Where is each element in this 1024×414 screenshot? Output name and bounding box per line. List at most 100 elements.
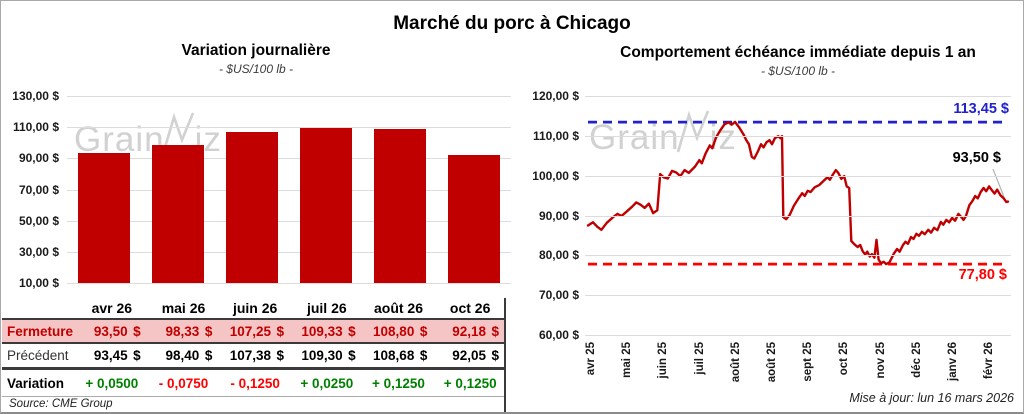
x-axis-tick-label: avr 25 <box>585 342 597 376</box>
variation-cell: + 0,0500 <box>85 375 139 391</box>
last-price-label: 93,50 $ <box>952 150 1001 166</box>
bar-août 26 <box>374 129 426 283</box>
price-value: 108,80 <box>373 323 415 339</box>
price-cell: 92,05 $ <box>434 348 506 363</box>
price-value: 109,33 <box>301 323 343 339</box>
gridline <box>67 189 511 191</box>
currency-sign: $ <box>491 323 499 339</box>
currency-sign: $ <box>204 323 213 339</box>
page-title: Marché du porc à Chicago <box>393 13 631 34</box>
gridline <box>585 96 1011 97</box>
currency-sign: $ <box>133 348 141 363</box>
x-axis-tick-label: juil 25 <box>693 342 706 375</box>
gridline <box>67 158 511 160</box>
bar-juil 26 <box>300 128 352 283</box>
price-cell: 109,30 $ <box>291 348 363 363</box>
y-axis-tick-label: 50,00 $ <box>18 213 59 228</box>
month-header: juin 26 <box>232 300 278 316</box>
gridline <box>67 283 511 284</box>
month-header: avr 26 <box>91 300 133 316</box>
price-value: 93,50 <box>93 323 128 339</box>
table-row-fermeture: Fermeture 93,50 $98,33 $107,25 $109,33 $108,8… <box>2 318 506 344</box>
gridline <box>585 295 1011 297</box>
currency-sign: $ <box>348 348 356 363</box>
row-label-precedent: Précédent <box>7 348 69 363</box>
x-axis-tick-label: août 25 <box>729 342 742 383</box>
y-axis-tick-label: 90,00 $ <box>18 151 59 166</box>
price-value: 92,18 <box>452 323 486 339</box>
x-axis-tick-label: juin 25 <box>657 342 670 379</box>
y-axis-tick-label: 130,00 $ <box>12 89 59 103</box>
variation-cell: + 0,1250 <box>443 375 497 391</box>
row-label-fermeture: Fermeture <box>7 323 74 339</box>
currency-sign: $ <box>276 348 284 363</box>
price-value: 107,25 <box>229 323 271 339</box>
price-cell: 98,33 $ <box>148 324 220 339</box>
y-axis-tick-label: 90,00 $ <box>538 208 579 223</box>
currency-sign: $ <box>491 348 499 363</box>
x-axis-tick-label: sept 25 <box>802 342 815 382</box>
price-value: 92,05 <box>452 348 486 363</box>
bar-chart-subtitle: - $US/100 lb - <box>218 62 294 76</box>
x-axis-tick-label: oct 25 <box>838 342 851 376</box>
price-cell: 108,68 $ <box>363 348 435 363</box>
currency-sign: $ <box>419 348 428 363</box>
month-header: août 26 <box>373 300 423 316</box>
price-cell: 109,33 $ <box>291 324 363 339</box>
price-table: avr 26 mai 26 juin 26 juil 26 août 26 oct 26 F… <box>2 298 506 397</box>
table-row-precedent: Précédent 93,45 $98,40 $107,38 $ 109,30 $108,6… <box>2 344 506 370</box>
currency-sign: $ <box>133 323 141 339</box>
x-axis-tick-label: févr 26 <box>983 342 995 380</box>
row-label-variation: Variation <box>7 375 65 391</box>
source-note: Source: CME Group <box>9 398 113 410</box>
price-cell: 98,40 $ <box>148 348 220 363</box>
gridline <box>585 255 1011 257</box>
x-axis-tick-label: janv 26 <box>946 342 959 381</box>
bar-juin 26 <box>226 131 278 283</box>
currency-sign: $ <box>419 323 428 339</box>
bar-mai 26 <box>152 145 204 283</box>
variation-cell: + 0,0250 <box>300 375 354 391</box>
x-axis-tick-label: mai 25 <box>621 342 634 378</box>
last-update-note: Mise à jour: lun 16 mars 2026 <box>849 391 1014 405</box>
x-axis-tick-label: nov 25 <box>874 342 887 379</box>
x-axis-tick-label: déc 25 <box>910 342 923 378</box>
gridline <box>67 220 511 222</box>
gridline <box>585 135 1011 137</box>
gridline <box>67 96 511 97</box>
y-axis-tick-label: 80,00 $ <box>538 248 579 263</box>
support-label: 77,80 $ <box>958 267 1007 283</box>
price-cell: 108,80 $ <box>363 324 435 339</box>
price-cell: 107,25 $ <box>219 324 291 339</box>
price-value: 98,40 <box>165 348 200 363</box>
resistance-label: 113,45 $ <box>953 101 1009 117</box>
y-axis-tick-label: 110,00 $ <box>532 128 579 143</box>
y-axis-tick-label: 10,00 $ <box>18 276 59 290</box>
gridline <box>67 127 511 129</box>
watermark-zigzag-icon <box>161 112 194 155</box>
currency-sign: $ <box>348 323 356 339</box>
currency-sign: $ <box>204 348 213 363</box>
line-chart-plot <box>586 120 1010 266</box>
y-axis-tick-label: 100,00 $ <box>532 168 579 183</box>
table-row-variation: Variation + 0,0500 - 0,0750 - 0,1250 + 0,025… <box>2 370 506 397</box>
line-chart-subtitle: - $US/100 lb - <box>760 64 836 78</box>
price-cell: 107,38 $ <box>219 348 291 363</box>
price-value: 108,68 <box>373 348 415 363</box>
y-axis-tick-label: 60,00 $ <box>538 328 579 342</box>
line-chart-title: Comportement échéance immédiate depuis 1… <box>620 44 976 61</box>
y-axis-tick-label: 70,00 $ <box>18 182 59 197</box>
price-cell: 93,50 $ <box>76 324 148 339</box>
price-value: 93,45 <box>93 348 128 363</box>
price-line <box>586 120 1010 266</box>
price-value: 109,30 <box>301 348 343 363</box>
x-axis-tick-label: août 25 <box>765 342 778 383</box>
gridline <box>67 251 511 253</box>
y-axis-tick-label: 70,00 $ <box>538 288 579 303</box>
watermark-text: Grain <box>589 118 680 157</box>
month-header: juil 26 <box>306 300 347 316</box>
y-axis-tick-label: 120,00 $ <box>532 89 579 103</box>
gridline <box>585 335 1011 336</box>
last-price-leader-line <box>992 168 1005 198</box>
